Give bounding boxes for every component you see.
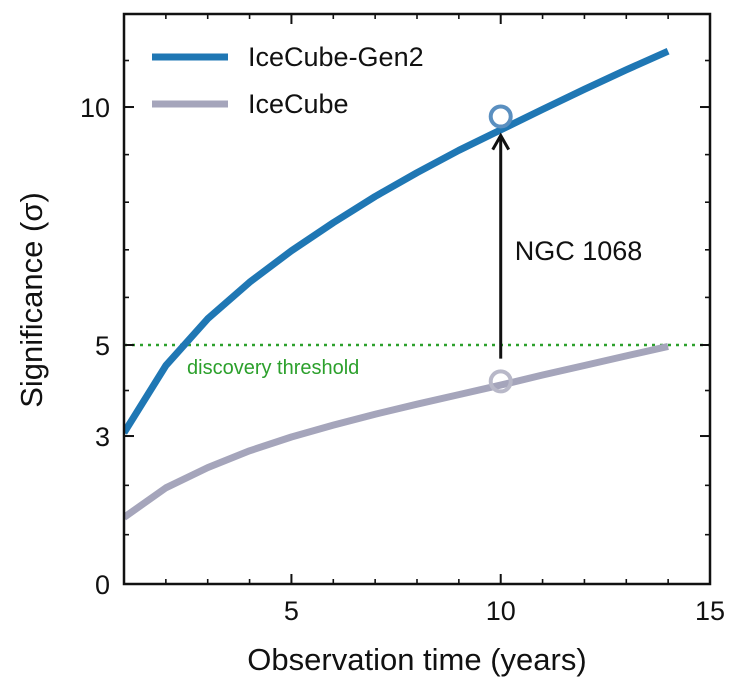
x-tick-label: 10 xyxy=(486,596,516,626)
series-line-icecube xyxy=(124,342,669,521)
legend: IceCube-Gen2 IceCube xyxy=(152,42,424,119)
y-axis-label: Significance (σ) xyxy=(14,192,49,408)
legend-label-icecube: IceCube xyxy=(248,89,349,119)
x-axis-label: Observation time (years) xyxy=(247,642,586,677)
y-tick-label: 3 xyxy=(95,422,110,452)
plot-frame xyxy=(122,12,712,586)
ngc1068-marker-gen2 xyxy=(488,104,513,129)
y-tick-label: 0 xyxy=(95,570,110,600)
ngc1068-marker-icecube xyxy=(488,369,513,394)
x-tick-label: 15 xyxy=(695,596,725,626)
threshold-label: discovery threshold xyxy=(187,357,359,379)
annotation-label: NGC 1068 xyxy=(515,236,643,266)
legend-label-icecube-gen2: IceCube-Gen2 xyxy=(248,42,424,72)
y-tick-label: 5 xyxy=(95,331,110,361)
y-tick-label: 10 xyxy=(80,93,110,123)
x-tick-label: 5 xyxy=(284,596,299,626)
annotation-arrow-head xyxy=(491,132,511,151)
series-line-icecube-gen2 xyxy=(124,48,670,435)
